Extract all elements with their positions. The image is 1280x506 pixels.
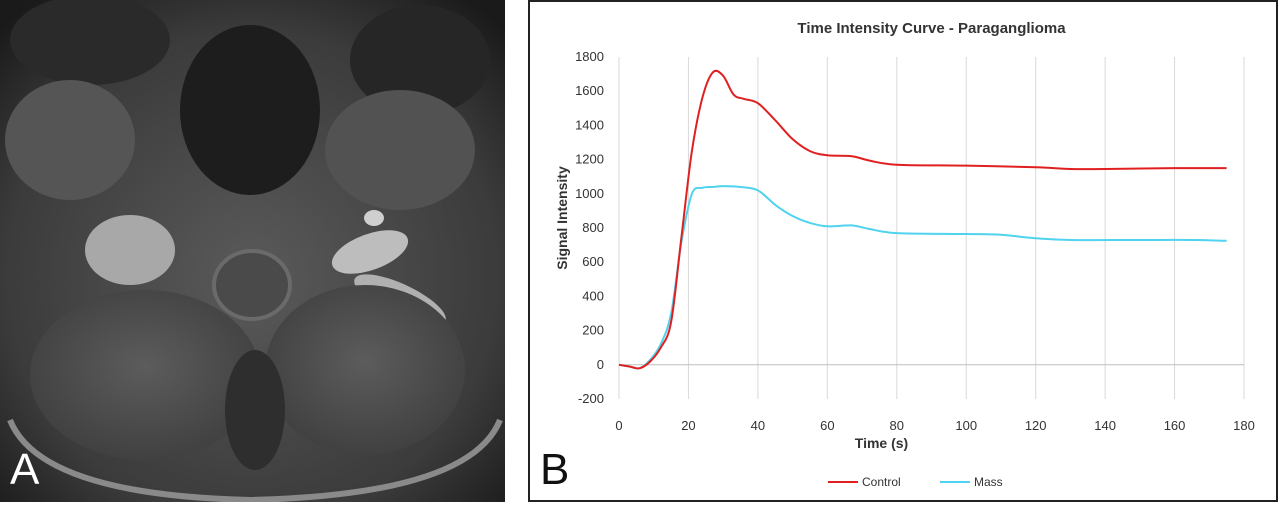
y-tick-label: 1600 — [575, 83, 604, 98]
chart-panel: Time Intensity Curve - Paraganglioma 0 20 4… — [528, 0, 1278, 502]
y-axis-label: Signal Intensity — [554, 166, 570, 270]
y-tick-label: 800 — [582, 220, 604, 235]
x-tick-label: 20 — [681, 418, 695, 433]
x-axis-label: Time (s) — [855, 435, 908, 451]
x-tick-label: 180 — [1233, 418, 1255, 433]
y-tick-label: 1400 — [575, 117, 604, 132]
x-tick-label: 40 — [751, 418, 765, 433]
legend-label-control: Control — [862, 475, 901, 489]
y-tick-label: -200 — [578, 391, 604, 406]
x-tick-label: 80 — [890, 418, 904, 433]
x-tick-label: 160 — [1164, 418, 1186, 433]
chart-title: Time Intensity Curve - Paraganglioma — [797, 20, 1066, 37]
x-tick-label: 60 — [820, 418, 834, 433]
x-tick-label: 100 — [955, 418, 977, 433]
series-line-mass — [618, 185, 1227, 370]
y-tick-label: 200 — [582, 323, 604, 338]
y-tick-label: 0 — [597, 357, 604, 372]
y-tick-label: 400 — [582, 288, 604, 303]
x-tick-label: 140 — [1094, 418, 1116, 433]
panel-letter-a: A — [10, 445, 40, 494]
x-tick-label: 120 — [1025, 418, 1047, 433]
y-tick-label: 1800 — [575, 49, 604, 64]
y-tick-label: 1000 — [575, 186, 604, 201]
y-tick-label: 600 — [582, 254, 604, 269]
series-line-control — [618, 69, 1227, 370]
x-tick-label: 0 — [615, 418, 622, 433]
time-intensity-chart: Time Intensity Curve - Paraganglioma 0 20 4… — [554, 20, 1255, 489]
mri-axial-image — [0, 0, 505, 502]
mri-image-panel: A — [0, 0, 505, 502]
panel-letter-b: B — [540, 445, 570, 494]
legend-label-mass: Mass — [974, 475, 1003, 489]
y-tick-label: 1200 — [575, 152, 604, 167]
